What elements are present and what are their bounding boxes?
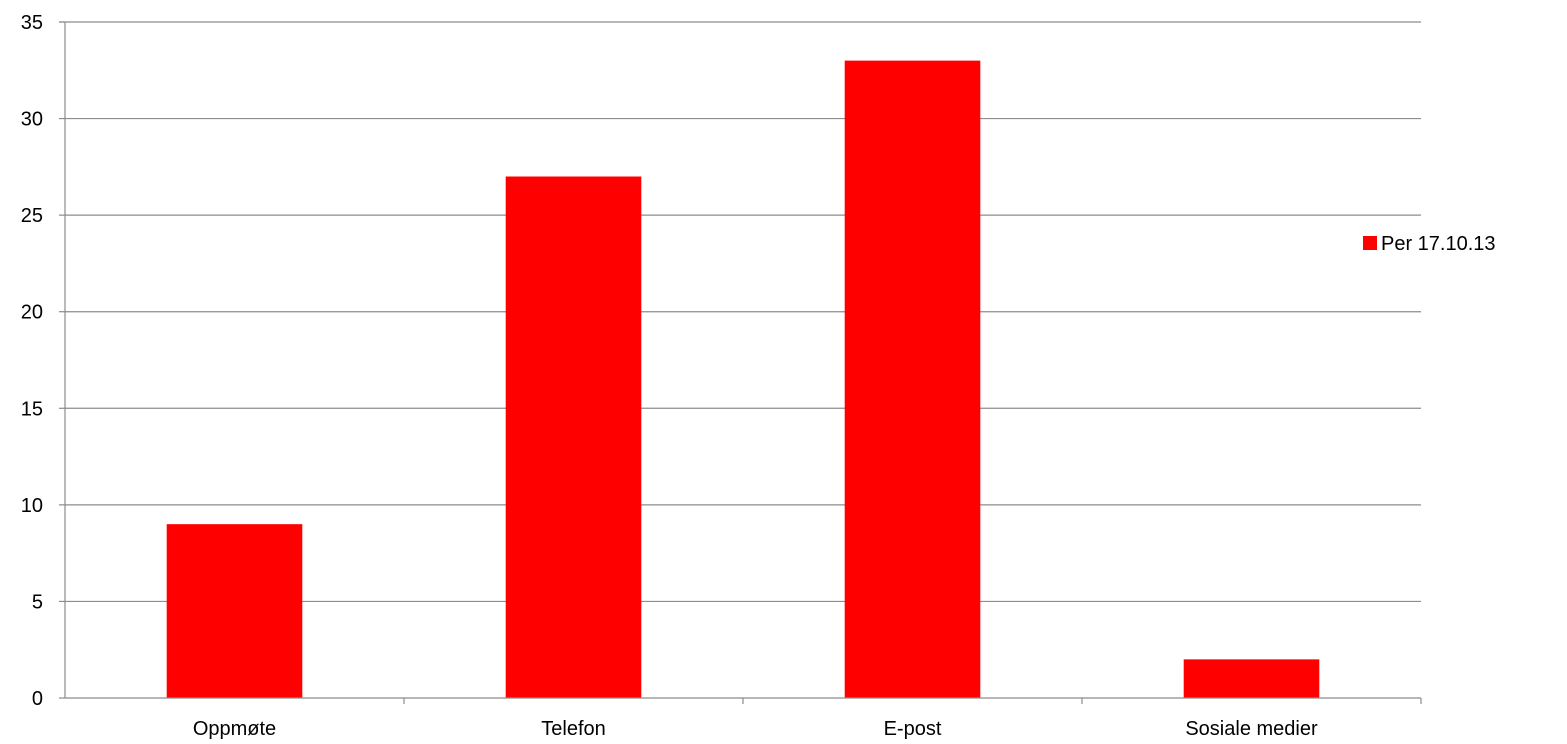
gridlines: [65, 21, 1421, 603]
legend-swatch: [1363, 236, 1377, 250]
axes: [59, 21, 1422, 704]
y-tick-label: 20: [21, 302, 43, 324]
y-tick-label: 15: [21, 398, 43, 420]
bar: [505, 176, 642, 698]
y-tick-label: 5: [32, 591, 43, 613]
bar: [844, 60, 981, 699]
bar: [1183, 659, 1320, 698]
x-tick-label: Oppmøte: [193, 718, 276, 740]
x-tick-labels: Oppmøte Telefon E-post Sosiale medier: [193, 718, 1318, 740]
y-tick-label: 10: [21, 495, 43, 517]
y-tick-label: 30: [21, 109, 43, 131]
x-tick-label: E-post: [884, 718, 942, 740]
bars: [166, 60, 1320, 699]
y-tick-label: 0: [32, 688, 43, 710]
x-tick-label: Telefon: [541, 718, 606, 740]
y-tick-label: 35: [21, 12, 43, 34]
legend: Per 17.10.13: [1363, 233, 1496, 255]
y-tick-label: 25: [21, 205, 43, 227]
x-tick-label: Sosiale medier: [1185, 718, 1318, 740]
y-tick-labels: 0 5 10 15 20 25 30 35: [21, 12, 43, 710]
legend-label: Per 17.10.13: [1381, 233, 1496, 255]
bar: [166, 524, 303, 698]
